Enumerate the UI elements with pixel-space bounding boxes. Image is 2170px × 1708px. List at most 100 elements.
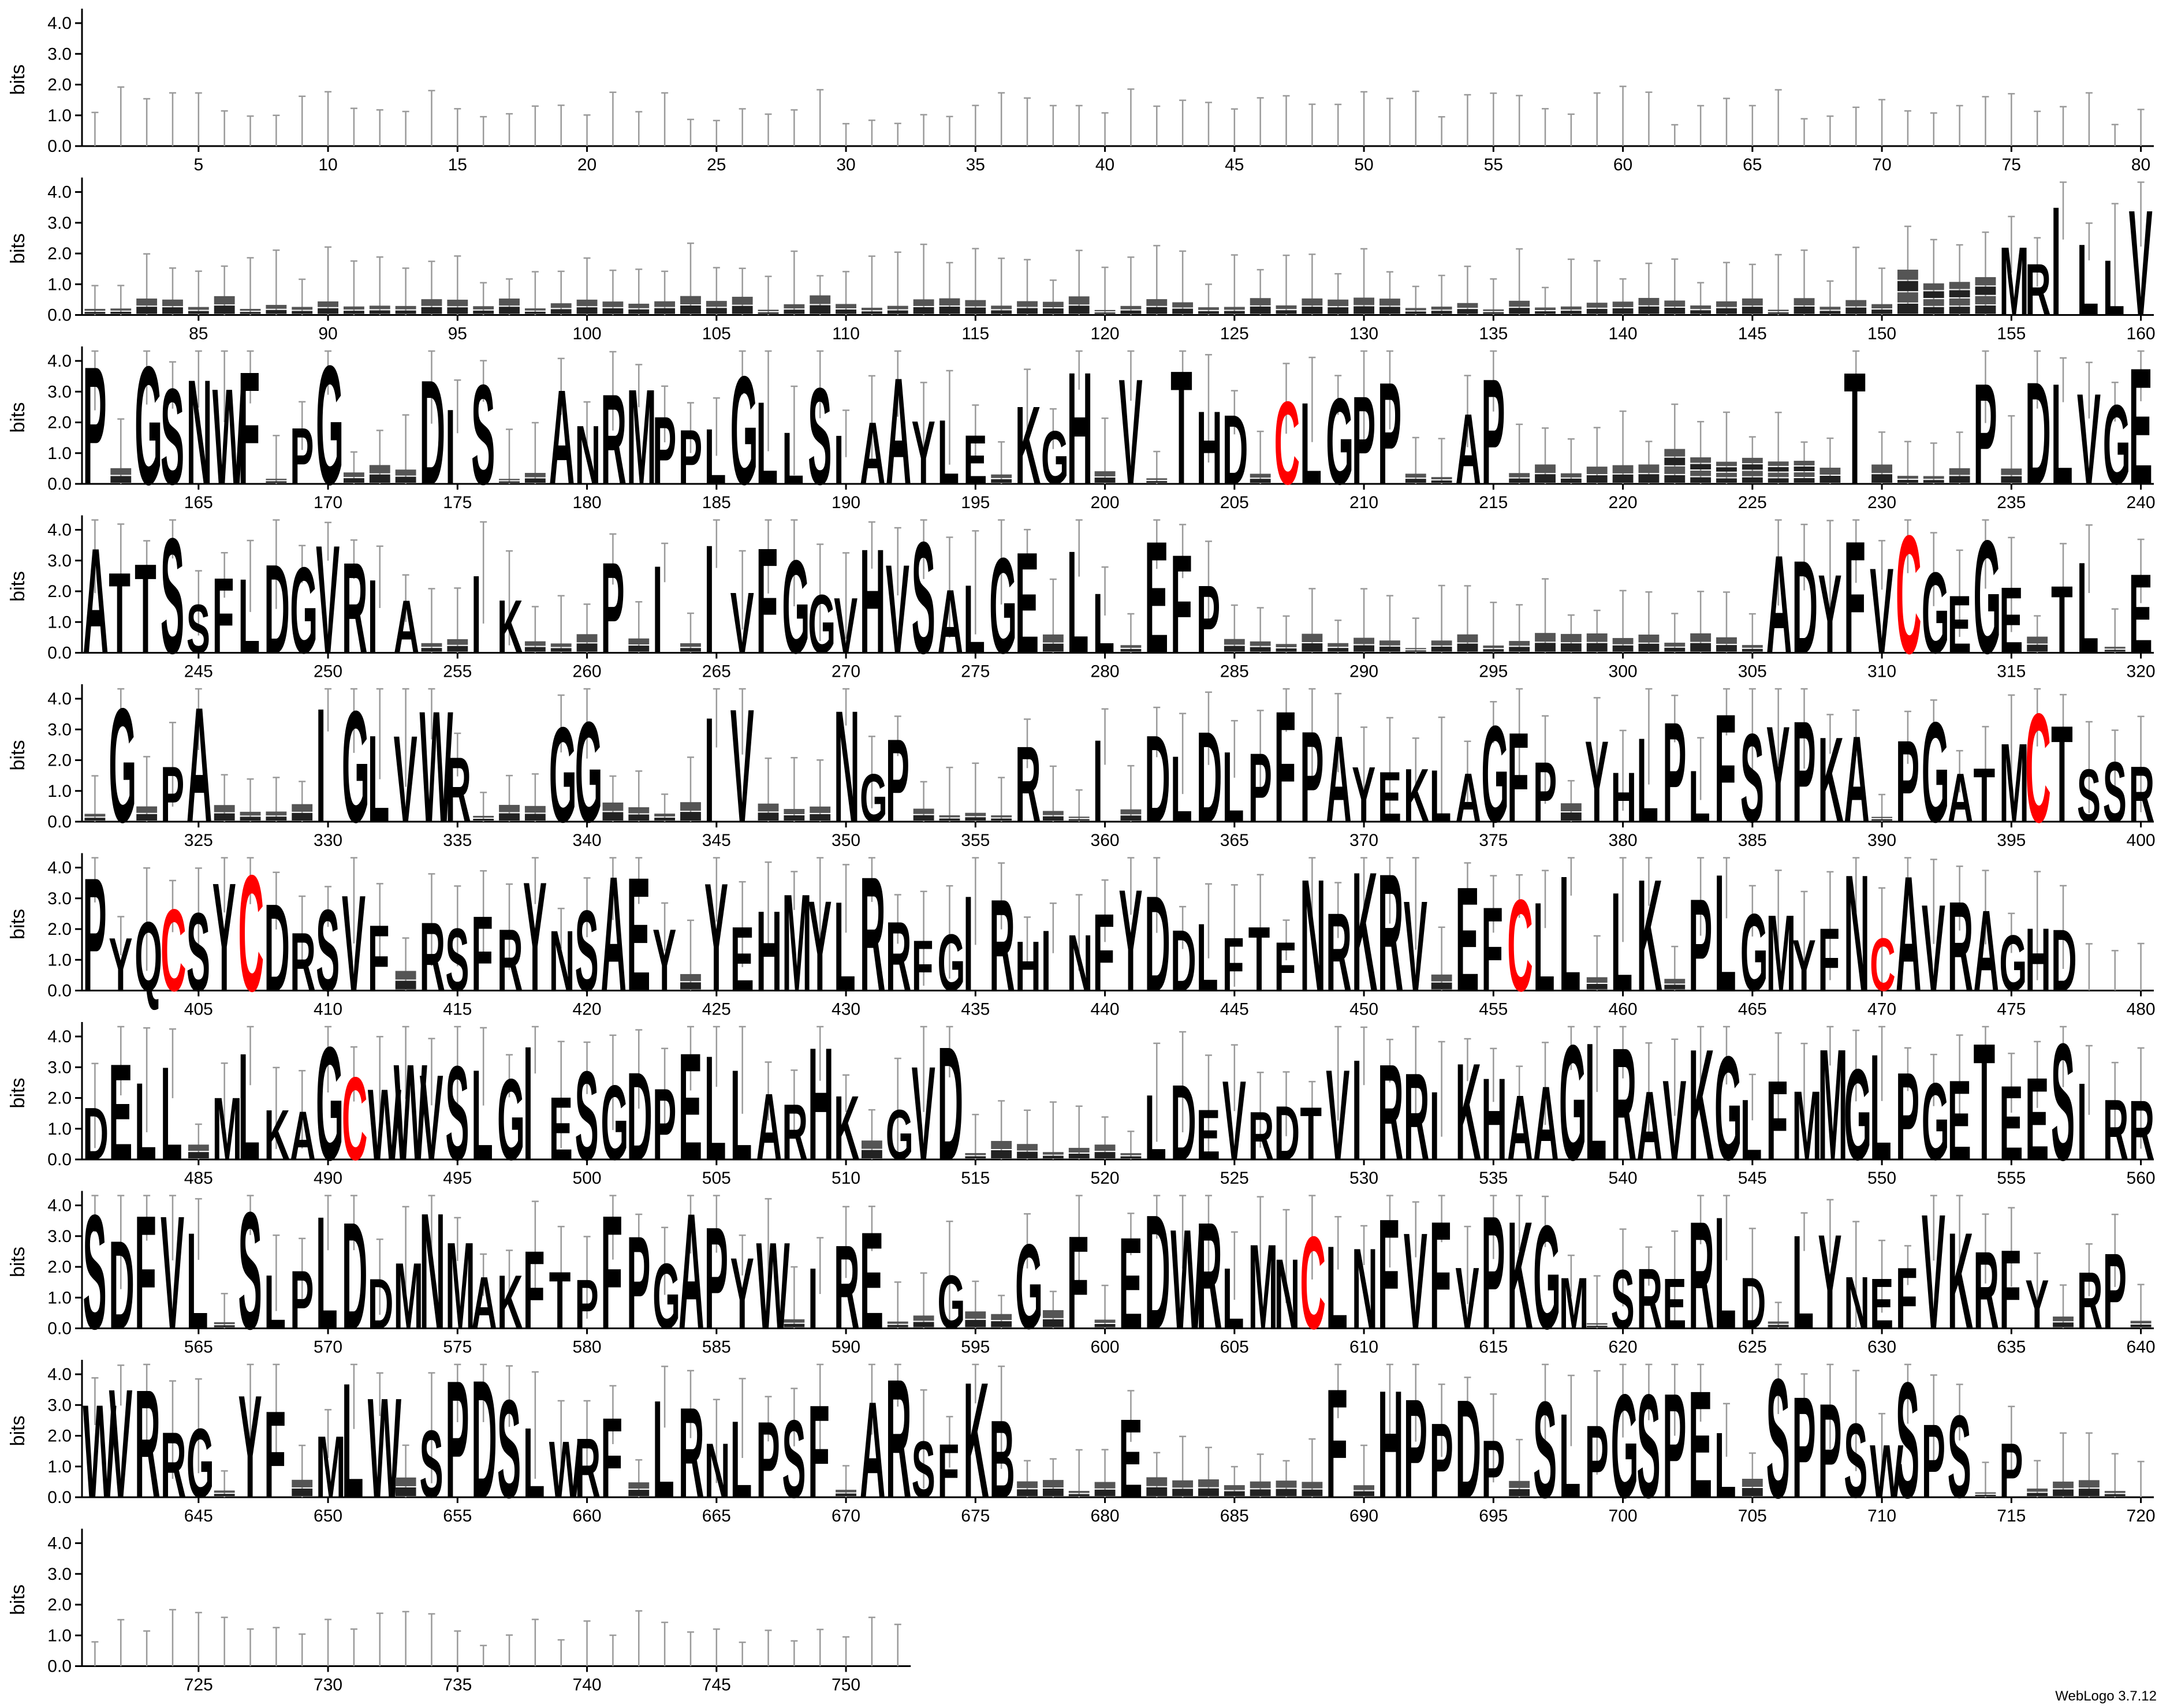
y-tick-label: 0.0 bbox=[47, 137, 72, 156]
residue-letter: F bbox=[601, 1394, 623, 1522]
x-tick-label: 705 bbox=[1738, 1506, 1767, 1526]
residue-fragment bbox=[84, 814, 106, 817]
residue-fragment bbox=[1509, 641, 1530, 646]
residue-fragment bbox=[1017, 1144, 1038, 1151]
residue-letter: G bbox=[1559, 1010, 1587, 1194]
x-tick-label: 140 bbox=[1609, 325, 1638, 344]
residue-fragment bbox=[1224, 311, 1245, 314]
residue-fragment bbox=[2130, 1321, 2152, 1323]
residue-letter: R bbox=[161, 1412, 186, 1517]
residue-fragment bbox=[1794, 472, 1815, 478]
residue-fragment bbox=[1535, 474, 1556, 483]
y-tick-label: 0.0 bbox=[47, 644, 72, 663]
x-tick-label: 550 bbox=[1867, 1169, 1896, 1188]
x-tick-label: 570 bbox=[314, 1338, 342, 1357]
residue-fragment bbox=[1716, 478, 1737, 483]
residue-letter: I bbox=[1041, 913, 1051, 1009]
residue-letter: L bbox=[342, 1349, 364, 1532]
residue-fragment bbox=[1354, 1491, 1374, 1496]
x-tick-label: 360 bbox=[1091, 831, 1120, 850]
residue-fragment bbox=[524, 814, 546, 821]
residue-letter: R bbox=[886, 1344, 911, 1533]
residue-fragment bbox=[499, 804, 520, 812]
y-tick-label: 0.0 bbox=[47, 475, 72, 494]
residue-fragment bbox=[1742, 298, 1763, 306]
residue-fragment bbox=[1975, 305, 1996, 314]
x-tick-label: 5 bbox=[193, 155, 203, 174]
residue-fragment bbox=[1379, 299, 1400, 306]
residue-letter: P bbox=[1481, 1183, 1505, 1363]
x-tick-label: 45 bbox=[1225, 155, 1244, 174]
residue-letter: N bbox=[834, 678, 859, 856]
residue-letter: D bbox=[2025, 352, 2050, 516]
residue-letter: L bbox=[523, 1407, 545, 1519]
residue-letter: A bbox=[1637, 1071, 1662, 1181]
x-tick-label: 375 bbox=[1479, 831, 1508, 850]
residue-fragment bbox=[1094, 478, 1116, 483]
residue-letter: G bbox=[316, 330, 344, 520]
residue-fragment bbox=[784, 1323, 805, 1327]
residue-fragment bbox=[1198, 1479, 1219, 1487]
residue-fragment bbox=[1949, 307, 1970, 314]
residue-letter: L bbox=[1714, 1412, 1736, 1517]
residue-letter: P bbox=[678, 414, 702, 501]
residue-letter: F bbox=[238, 338, 260, 518]
x-tick-label: 380 bbox=[1609, 831, 1638, 850]
residue-fragment bbox=[1794, 467, 1815, 472]
x-tick-label: 50 bbox=[1354, 155, 1373, 174]
residue-letter: M bbox=[782, 866, 811, 1021]
y-tick-label: 2.0 bbox=[47, 413, 72, 432]
residue-fragment bbox=[369, 474, 390, 483]
residue-fragment bbox=[939, 815, 960, 818]
residue-letter: S bbox=[1533, 1373, 1557, 1527]
residue-letter: L bbox=[1792, 1207, 1814, 1357]
y-tick-label: 4.0 bbox=[47, 859, 72, 878]
residue-fragment bbox=[1768, 472, 1789, 478]
x-tick-label: 595 bbox=[961, 1338, 990, 1357]
residue-letter: S bbox=[782, 1398, 806, 1521]
residue-letter: R bbox=[290, 916, 315, 1009]
residue-fragment bbox=[266, 816, 287, 821]
residue-fragment bbox=[758, 309, 779, 311]
residue-fragment bbox=[1897, 292, 1918, 303]
residue-fragment bbox=[1354, 645, 1374, 652]
residue-letter: P bbox=[704, 1196, 728, 1359]
residue-fragment bbox=[473, 310, 494, 314]
residue-fragment bbox=[1586, 1323, 1608, 1325]
residue-letter: L bbox=[2103, 244, 2125, 332]
residue-letter: A bbox=[1533, 1064, 1558, 1182]
residue-fragment bbox=[810, 806, 831, 813]
x-tick-label: 480 bbox=[2127, 1000, 2156, 1019]
residue-fragment bbox=[576, 307, 598, 314]
residue-fragment bbox=[1612, 465, 1634, 473]
residue-letter: Y bbox=[1119, 859, 1143, 1021]
residue-letter: F bbox=[1170, 525, 1192, 683]
residue-fragment bbox=[2104, 1491, 2126, 1493]
residue-fragment bbox=[1328, 307, 1349, 314]
residue-letter: F bbox=[1714, 683, 1736, 855]
x-tick-label: 415 bbox=[443, 1000, 472, 1019]
residue-fragment bbox=[1068, 816, 1090, 818]
x-tick-label: 440 bbox=[1091, 1000, 1120, 1019]
residue-letter: S bbox=[1740, 708, 1764, 849]
residue-fragment bbox=[344, 306, 364, 310]
residue-letter: S bbox=[161, 504, 184, 688]
weblogo-credit: WebLogo 3.7.12 bbox=[2055, 1688, 2157, 1704]
residue-fragment bbox=[1560, 633, 1582, 643]
residue-fragment bbox=[1146, 307, 1168, 314]
residue-letter: R bbox=[1196, 1191, 1222, 1361]
residue-letter: L bbox=[1740, 1083, 1762, 1179]
residue-letter: F bbox=[1818, 910, 1840, 1010]
residue-letter: P bbox=[1688, 872, 1712, 1019]
residue-letter: P bbox=[1662, 1362, 1686, 1529]
residue-letter: L bbox=[135, 1061, 156, 1184]
residue-fragment bbox=[965, 1311, 986, 1319]
residue-letter: B bbox=[989, 1398, 1015, 1521]
x-tick-label: 555 bbox=[1997, 1169, 2026, 1188]
residue-letter: F bbox=[1378, 1186, 1400, 1362]
x-tick-label: 605 bbox=[1220, 1338, 1249, 1357]
residue-fragment bbox=[1276, 310, 1297, 314]
residue-fragment bbox=[1923, 480, 1944, 483]
residue-letter: I bbox=[834, 422, 844, 499]
residue-letter: N bbox=[575, 408, 601, 502]
